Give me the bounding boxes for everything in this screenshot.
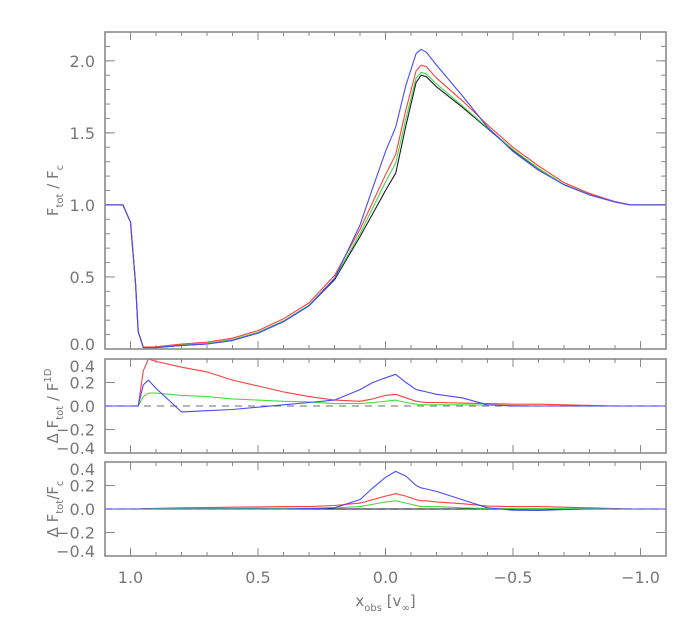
series-line-3 [105, 64, 666, 348]
label-part: Δ F [44, 420, 62, 444]
label-part: 1D [43, 368, 54, 382]
label-part: / F [44, 383, 62, 406]
label-part: c [55, 481, 66, 487]
label-part: F [44, 208, 62, 217]
y-tick-label: −0.4 [56, 542, 95, 561]
x-axis-label: xobs [v∞] [355, 592, 415, 614]
plot-frame [104, 31, 667, 350]
y-tick-label: 1.5 [70, 124, 95, 143]
y-tick-label: 2.0 [70, 52, 95, 71]
y-tick-label: 0.2 [70, 374, 95, 393]
label-part: obs [364, 603, 382, 614]
x-tick-label: 0.0 [373, 568, 398, 587]
label-part: ∞ [401, 603, 409, 614]
y-tick-label: −0.2 [56, 524, 95, 543]
x-tick-label: −0.5 [494, 568, 533, 587]
y-tick-label: −0.4 [56, 439, 95, 458]
label-part: x [355, 592, 364, 610]
plot-frame [104, 358, 667, 454]
y-tick-label: 0.5 [70, 268, 95, 287]
panel-3: −0.4−0.2 0.0 0.20.4 1.0 0.5 0.0 −0.5 −1.0 xobs [… [44, 460, 667, 614]
series-line-4 [105, 470, 666, 511]
x-tick-label: 1.0 [118, 568, 143, 587]
label-part: Δ F [44, 514, 62, 538]
y-tick-label: 0.0 [70, 500, 95, 519]
y-tick-label: 0.4 [70, 357, 95, 376]
plot-frame [104, 461, 667, 557]
x-tick-label: −1.0 [621, 568, 660, 587]
label-part: ] [410, 592, 416, 610]
y-axis-label: Δ Ftot/Fc [44, 481, 66, 538]
panel-2: −0.4−0.20.00.20.4Δ Ftot / F1D [43, 357, 667, 458]
x-tick-label: 0.5 [245, 568, 270, 587]
series-line-3 [105, 373, 666, 413]
label-part: [v [382, 592, 402, 610]
label-part: /F [44, 486, 62, 500]
y-axis-label: Ftot / Fc [44, 165, 66, 216]
y-tick-label: −0.2 [56, 421, 95, 440]
series-line-1 [105, 74, 666, 349]
series-line-4 [105, 48, 666, 349]
series-line-2 [105, 71, 666, 348]
label-part: tot [55, 500, 66, 514]
label-part: / F [44, 170, 62, 193]
panel-1: 0.0 0.5 1.0 1.5 2.0 Ftot / Fc [44, 31, 667, 354]
y-tick-label: 0.2 [70, 477, 95, 496]
label-part: tot [55, 193, 66, 207]
y-tick-label: 0.0 [70, 335, 95, 354]
label-part: c [55, 165, 66, 171]
y-tick-label: 1.0 [70, 196, 95, 215]
label-part: tot [55, 406, 66, 420]
y-axis-label: Δ Ftot / F1D [43, 368, 66, 443]
series-line-1 [105, 359, 666, 407]
y-tick-label: 0.0 [70, 397, 95, 416]
y-tick-label: 0.4 [70, 460, 95, 479]
